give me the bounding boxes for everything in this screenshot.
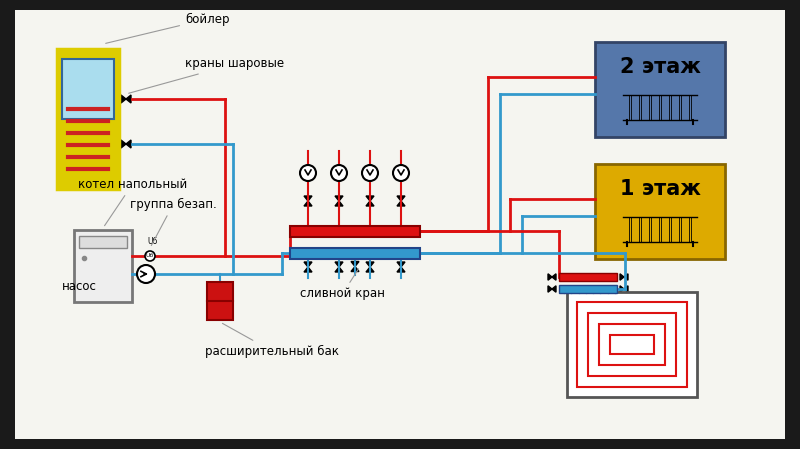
Bar (595, 41, 725, 136)
Polygon shape (121, 140, 126, 148)
Polygon shape (552, 286, 556, 292)
Bar (559, 285, 617, 293)
Polygon shape (304, 201, 312, 206)
Polygon shape (366, 201, 374, 206)
Bar (636, 216, 644, 242)
Bar (656, 94, 664, 119)
Bar (559, 273, 617, 281)
Bar (676, 94, 684, 119)
Polygon shape (351, 267, 359, 272)
Polygon shape (620, 286, 624, 292)
Bar (62, 59, 114, 119)
Polygon shape (335, 262, 343, 267)
Polygon shape (548, 274, 552, 280)
Text: Uб: Uб (146, 253, 154, 258)
Polygon shape (366, 196, 374, 201)
Polygon shape (620, 274, 624, 280)
Polygon shape (126, 95, 131, 103)
Bar (599, 323, 665, 365)
Polygon shape (304, 267, 312, 272)
Text: сливной кран: сливной кран (300, 269, 385, 300)
Bar (686, 216, 694, 242)
Polygon shape (624, 274, 628, 280)
Polygon shape (624, 286, 628, 292)
Circle shape (331, 165, 347, 181)
Bar (656, 216, 664, 242)
Bar (646, 94, 654, 119)
Bar (686, 94, 694, 119)
Bar (610, 335, 654, 353)
Circle shape (300, 165, 316, 181)
Polygon shape (304, 196, 312, 201)
Text: Uб: Uб (147, 237, 157, 246)
Polygon shape (366, 262, 374, 267)
Text: краны шаровые: краны шаровые (129, 57, 284, 93)
Text: 2 этаж: 2 этаж (619, 57, 701, 77)
Bar (676, 216, 684, 242)
Circle shape (362, 165, 378, 181)
Polygon shape (121, 95, 126, 103)
Polygon shape (397, 267, 405, 272)
Polygon shape (335, 196, 343, 201)
Text: бойлер: бойлер (106, 13, 230, 44)
Bar (595, 163, 725, 259)
Polygon shape (397, 201, 405, 206)
Bar (646, 216, 654, 242)
Text: группа безап.: группа безап. (130, 198, 217, 246)
Bar (577, 301, 687, 387)
Bar (666, 216, 674, 242)
Polygon shape (548, 286, 552, 292)
Circle shape (137, 265, 155, 283)
Polygon shape (366, 267, 374, 272)
Bar (207, 282, 233, 320)
Bar (626, 216, 634, 242)
Polygon shape (397, 262, 405, 267)
Polygon shape (351, 261, 359, 267)
Bar (588, 313, 676, 375)
Bar (290, 225, 420, 237)
Bar (290, 247, 420, 259)
Circle shape (145, 251, 155, 261)
Bar (74, 230, 132, 302)
Polygon shape (126, 140, 131, 148)
Polygon shape (335, 201, 343, 206)
Bar (666, 94, 674, 119)
Bar (626, 94, 634, 119)
Polygon shape (335, 267, 343, 272)
Text: насос: насос (62, 279, 97, 292)
Bar (57, 49, 119, 189)
Bar (79, 236, 127, 248)
Text: расширительный бак: расширительный бак (205, 323, 339, 357)
Bar (636, 94, 644, 119)
Polygon shape (397, 196, 405, 201)
Bar (567, 291, 697, 396)
Text: котел напольный: котел напольный (78, 177, 187, 226)
Circle shape (393, 165, 409, 181)
Polygon shape (552, 274, 556, 280)
Text: 1 этаж: 1 этаж (619, 179, 701, 199)
Polygon shape (304, 262, 312, 267)
